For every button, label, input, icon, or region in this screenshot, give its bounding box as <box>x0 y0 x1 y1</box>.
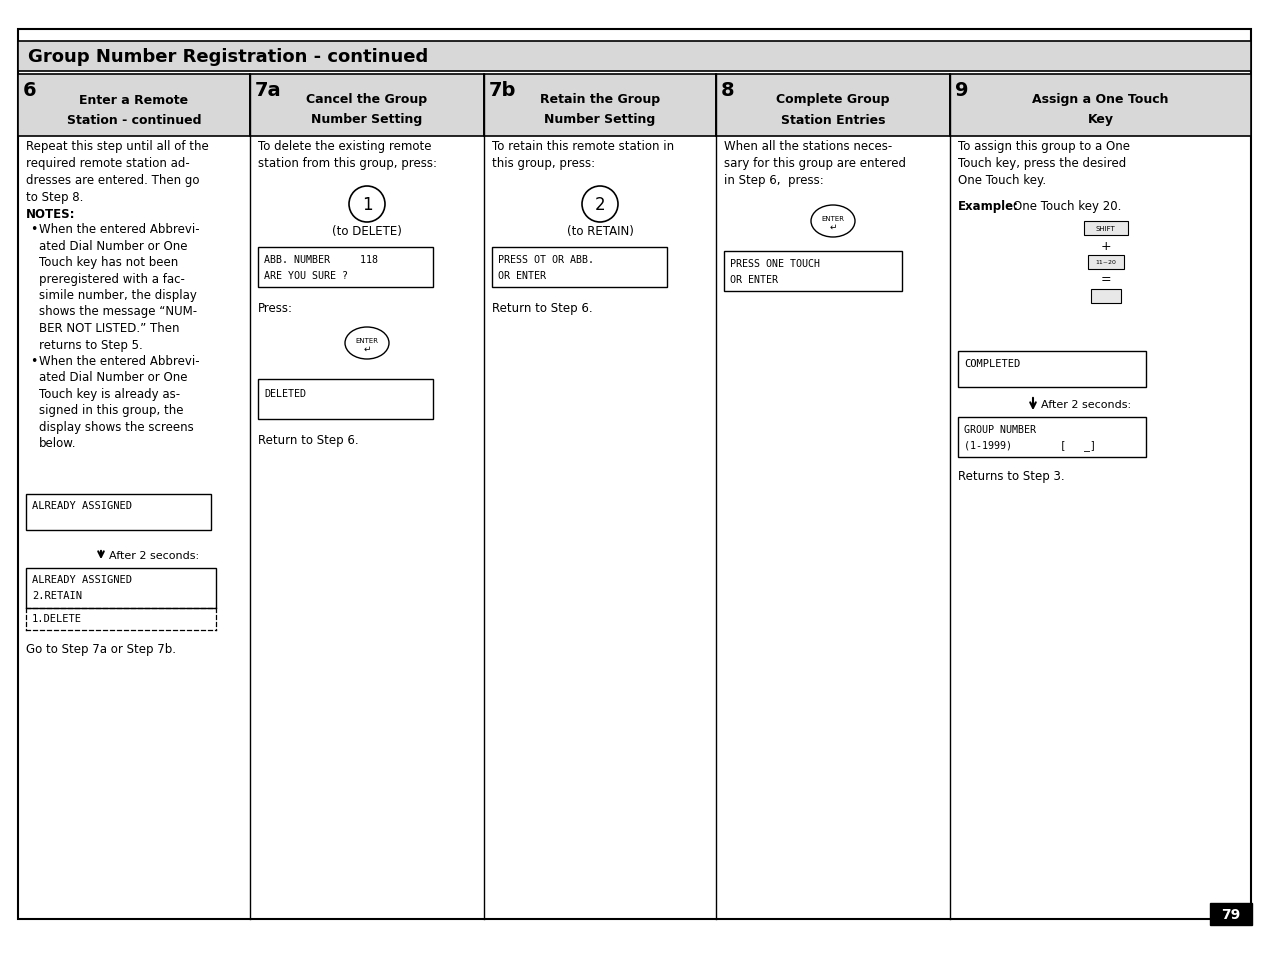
Text: Cancel the Group: Cancel the Group <box>306 93 428 107</box>
Bar <box>1211 903 1253 925</box>
Text: COMPLETED: COMPLETED <box>964 358 1020 369</box>
Text: Complete Group: Complete Group <box>777 93 890 107</box>
Text: Retain the Group: Retain the Group <box>539 93 660 107</box>
Text: After 2 seconds:: After 2 seconds: <box>1041 399 1131 410</box>
Text: 7a: 7a <box>255 81 282 100</box>
Text: To retain this remote station in
this group, press:: To retain this remote station in this gr… <box>492 140 674 170</box>
Text: GROUP NUMBER: GROUP NUMBER <box>964 424 1036 435</box>
Bar <box>958 417 1146 457</box>
Text: PRESS OT OR ABB.: PRESS OT OR ABB. <box>497 254 594 265</box>
Bar <box>950 75 1251 137</box>
Bar <box>25 568 216 608</box>
Text: Station Entries: Station Entries <box>780 113 886 127</box>
Text: (to RETAIN): (to RETAIN) <box>566 225 633 238</box>
Text: PRESS ONE TOUCH: PRESS ONE TOUCH <box>730 258 820 269</box>
Text: (to DELETE): (to DELETE) <box>332 225 402 238</box>
Text: (1-1999)        [   _]: (1-1999) [ _] <box>964 440 1096 451</box>
Text: OR ENTER: OR ENTER <box>497 271 546 281</box>
Text: To assign this group to a One
Touch key, press the desired
One Touch key.: To assign this group to a One Touch key,… <box>958 140 1129 187</box>
Text: OR ENTER: OR ENTER <box>730 274 778 285</box>
Text: Enter a Remote: Enter a Remote <box>80 93 189 107</box>
Text: Repeat this step until all of the
required remote station ad-
dresses are entere: Repeat this step until all of the requir… <box>25 140 208 204</box>
Text: 8: 8 <box>721 81 735 100</box>
Text: Press:: Press: <box>258 302 293 314</box>
Text: Number Setting: Number Setting <box>544 113 656 127</box>
Bar <box>1090 290 1121 304</box>
Bar <box>18 75 250 137</box>
Bar <box>258 248 433 288</box>
Text: 1.DELETE: 1.DELETE <box>32 614 82 623</box>
Text: Number Setting: Number Setting <box>311 113 423 127</box>
Bar <box>250 75 483 137</box>
Bar <box>725 252 902 292</box>
Text: 7b: 7b <box>489 81 516 100</box>
Text: To delete the existing remote
station from this group, press:: To delete the existing remote station fr… <box>258 140 437 170</box>
Bar <box>18 42 1251 71</box>
Text: ALREADY ASSIGNED: ALREADY ASSIGNED <box>32 575 132 584</box>
Text: Group Number Registration - continued: Group Number Registration - continued <box>28 48 428 66</box>
Text: Key: Key <box>1088 113 1113 127</box>
Text: ENTER: ENTER <box>821 215 844 222</box>
Text: When the entered Abbrevi-
ated Dial Number or One
Touch key has not been
preregi: When the entered Abbrevi- ated Dial Numb… <box>39 223 199 351</box>
Bar <box>1088 255 1123 270</box>
Text: +: + <box>1100 239 1110 253</box>
Bar <box>958 352 1146 388</box>
Text: 2: 2 <box>595 195 605 213</box>
Bar <box>258 379 433 419</box>
Text: Station - continued: Station - continued <box>67 113 202 127</box>
Bar <box>1084 222 1127 235</box>
Text: ↵: ↵ <box>829 222 836 232</box>
Text: 2.RETAIN: 2.RETAIN <box>32 590 82 600</box>
Text: DELETED: DELETED <box>264 389 306 398</box>
Bar <box>25 495 211 531</box>
Text: Return to Step 6.: Return to Step 6. <box>258 434 359 447</box>
Text: =: = <box>1100 274 1110 286</box>
Text: Returns to Step 3.: Returns to Step 3. <box>958 470 1065 482</box>
Text: ALREADY ASSIGNED: ALREADY ASSIGNED <box>32 500 132 511</box>
Text: 9: 9 <box>956 81 968 100</box>
Text: ABB. NUMBER     118: ABB. NUMBER 118 <box>264 254 378 265</box>
Text: When the entered Abbrevi-
ated Dial Number or One
Touch key is already as-
signe: When the entered Abbrevi- ated Dial Numb… <box>39 355 199 450</box>
Text: •: • <box>30 355 37 368</box>
Text: ARE YOU SURE ?: ARE YOU SURE ? <box>264 271 348 281</box>
Text: Return to Step 6.: Return to Step 6. <box>492 302 593 314</box>
Text: 1: 1 <box>362 195 372 213</box>
Bar <box>716 75 950 137</box>
Text: ENTER: ENTER <box>355 337 378 344</box>
Bar <box>483 75 716 137</box>
Text: Go to Step 7a or Step 7b.: Go to Step 7a or Step 7b. <box>25 642 176 656</box>
Text: When all the stations neces-
sary for this group are entered
in Step 6,  press:: When all the stations neces- sary for th… <box>725 140 906 187</box>
Text: 11~20: 11~20 <box>1095 260 1115 265</box>
Text: 79: 79 <box>1221 907 1241 921</box>
Text: SHIFT: SHIFT <box>1095 226 1115 232</box>
Text: Assign a One Touch: Assign a One Touch <box>1032 93 1169 107</box>
Bar <box>492 248 667 288</box>
Text: One Touch key 20.: One Touch key 20. <box>1013 200 1122 213</box>
Text: ↵: ↵ <box>363 344 371 354</box>
Text: After 2 seconds:: After 2 seconds: <box>109 551 199 560</box>
Text: 6: 6 <box>23 81 37 100</box>
Text: •: • <box>30 223 37 235</box>
Text: Example:: Example: <box>958 200 1019 213</box>
Text: NOTES:: NOTES: <box>25 208 75 221</box>
